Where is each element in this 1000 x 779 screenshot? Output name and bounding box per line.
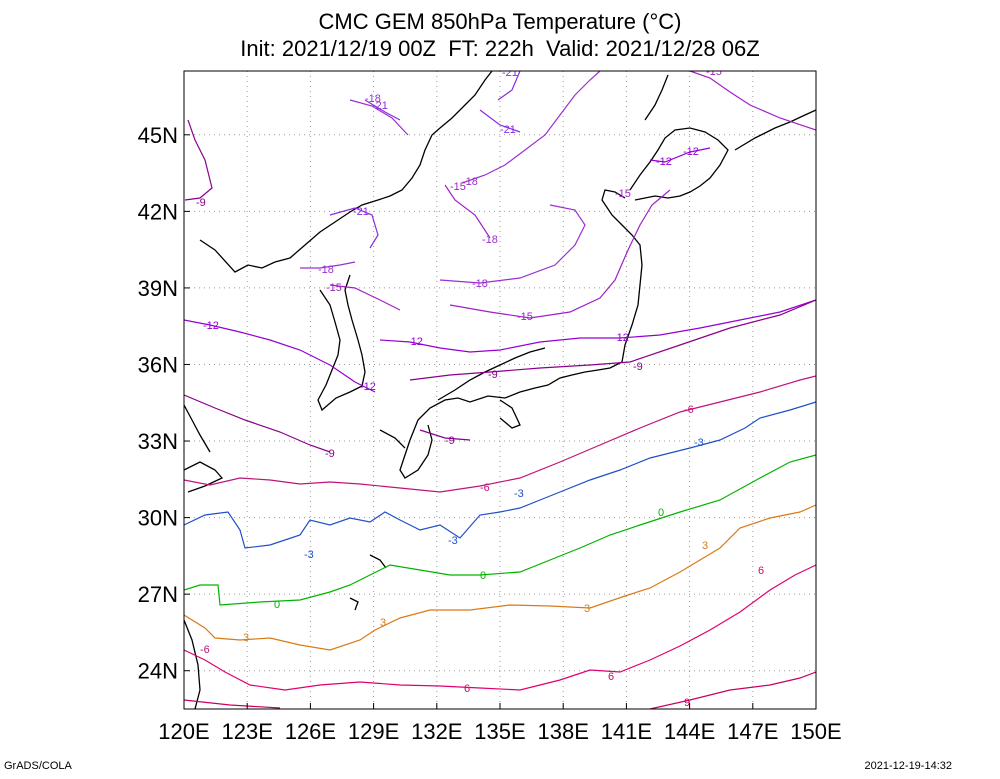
contour-minus9 [184, 119, 816, 453]
tick-label-lat: 45N [138, 123, 178, 148]
contour-label: -15 [450, 181, 466, 193]
tick-label-lat: 27N [138, 582, 178, 607]
contour-minus21 [329, 71, 521, 249]
contour-label: -12 [656, 156, 672, 168]
coastline [184, 71, 816, 709]
contour-label: -12 [683, 146, 699, 158]
tick-label-lon: 135E [474, 719, 525, 744]
contour-label: -9 [633, 361, 643, 373]
contour-minus15 [329, 71, 816, 319]
contour-label: -9 [325, 448, 335, 460]
contour-label: -9 [196, 197, 206, 209]
tick-label-lat: 36N [138, 352, 178, 377]
tick-label-lon: 129E [348, 719, 399, 744]
contour-label: -18 [365, 93, 381, 105]
contour-label: -6 [200, 644, 210, 656]
contour-9 [184, 671, 816, 709]
contour-label: -3 [514, 488, 524, 500]
tick-label-lon: 120E [158, 719, 209, 744]
contour-label: -18 [318, 264, 334, 276]
contour-label: -15 [615, 188, 631, 200]
contour-label: -3 [448, 535, 458, 547]
contour-label: -3 [304, 549, 314, 561]
contour-label: -21 [500, 124, 516, 136]
contour-label: -12 [360, 381, 376, 393]
tick-label-lon: 147E [727, 719, 778, 744]
tick-label-lon: 138E [538, 719, 589, 744]
contour-label: 3 [702, 540, 708, 552]
contour-label: -3 [694, 437, 704, 449]
contour-6 [184, 564, 816, 691]
contour-label: -15 [326, 282, 342, 294]
contour-label: -12 [203, 320, 219, 332]
contour-label: -21 [372, 100, 388, 112]
tick-label-lat: 24N [138, 659, 178, 684]
tick-label-lon: 126E [285, 719, 336, 744]
contour-label: -6 [684, 404, 694, 416]
contour-labels: -21 -21 -21 -21 -18 -18 -18 -18 -18 -15 … [196, 66, 764, 709]
contour-label: -9 [488, 369, 498, 381]
contour-label: -18 [482, 234, 498, 246]
tick-label-lon: 141E [601, 719, 652, 744]
contour-label: 6 [758, 565, 764, 577]
footer-timestamp: 2021-12-19-14:32 [864, 760, 952, 772]
tick-label-lon: 123E [222, 719, 273, 744]
axis-ticks: 120E 123E 126E 129E 132E 135E 138E 141E 144E 147E… [138, 123, 842, 744]
contour-label: -6 [480, 482, 490, 494]
contour-label: -15 [706, 66, 722, 78]
contour-label: 6 [464, 683, 470, 695]
contour-label: -12 [407, 336, 423, 348]
lat-lon-grid [184, 71, 816, 709]
footer-credit: GrADS/COLA [4, 760, 72, 772]
contour-label: -21 [502, 67, 518, 79]
contour-label: 0 [658, 507, 664, 519]
contour-minus12 [184, 147, 816, 393]
tick-label-lon: 150E [790, 719, 841, 744]
contour-minus3 [184, 401, 816, 549]
contour-minus6 [184, 375, 816, 493]
map-title: CMC GEM 850hPa Temperature (°C) [318, 9, 682, 34]
contour-label: 0 [480, 570, 486, 582]
tick-label-lat: 30N [138, 506, 178, 531]
tick-label-lat: 39N [138, 276, 178, 301]
contour-label: 3 [584, 603, 590, 615]
contour-label: 3 [380, 617, 386, 629]
tick-label-lat: 42N [138, 199, 178, 224]
contour-label: 3 [243, 632, 249, 644]
contour-label: -18 [472, 278, 488, 290]
contour-label: 9 [684, 697, 690, 709]
contour-label: -18 [462, 176, 478, 188]
tick-label-lat: 33N [138, 429, 178, 454]
contour-label: -12 [613, 332, 629, 344]
contour-label: -15 [517, 311, 533, 323]
contour-minus18 [300, 71, 601, 284]
contour-3 [184, 504, 816, 651]
contour-label: 0 [274, 599, 280, 611]
tick-label-lon: 144E [664, 719, 715, 744]
contour-label: -9 [445, 435, 455, 447]
contour-label: 6 [608, 671, 614, 683]
contour-label: -21 [353, 206, 369, 218]
tick-label-lon: 132E [411, 719, 462, 744]
contour-0 [184, 454, 816, 606]
map-subtitle: Init: 2021/12/19 00Z FT: 222h Valid: 202… [240, 36, 760, 61]
